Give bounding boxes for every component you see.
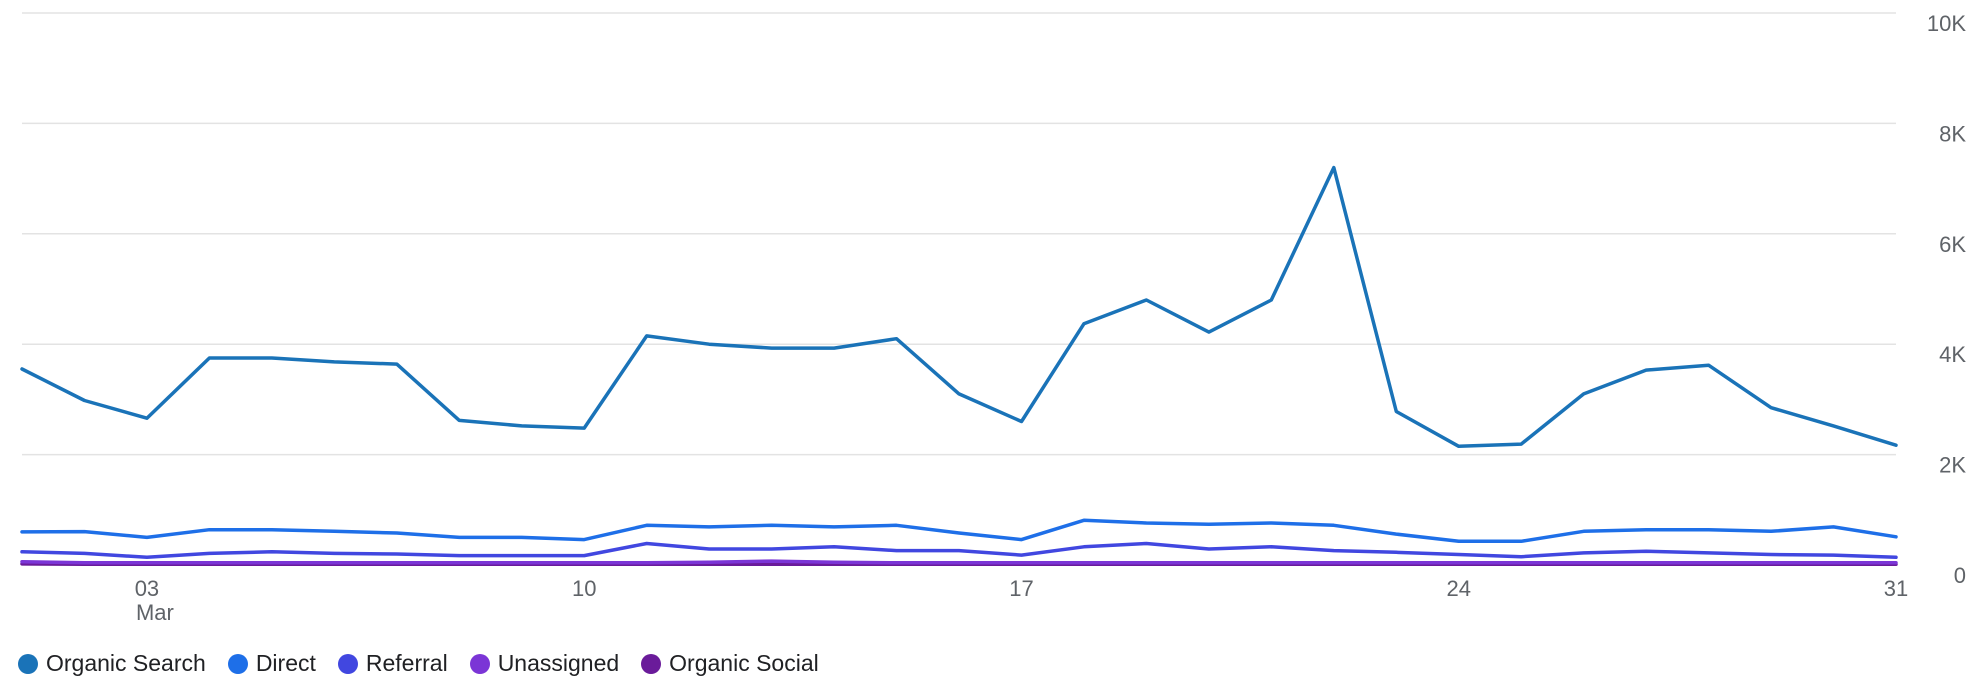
legend-dot-icon [469, 653, 490, 674]
y-tick-label: 4K [1939, 342, 1966, 367]
legend-item-referral[interactable]: Referral [337, 650, 448, 677]
x-tick-label: 31 [1884, 576, 1908, 601]
x-tick-label: 10 [572, 576, 596, 601]
legend-dot-icon [337, 653, 358, 674]
legend-dot-icon [18, 653, 38, 674]
series-line-direct [20, 518, 1898, 544]
legend-item-organic-search[interactable]: Organic Search [18, 650, 206, 677]
legend-item-organic-social[interactable]: Organic Social [641, 650, 819, 677]
chart-legend: Organic Search Direct Referral Unassigned Or… [18, 650, 819, 677]
legend-label: Direct [255, 650, 316, 676]
legend-label: Organic Social [669, 650, 819, 676]
legend-dot-icon [227, 653, 248, 674]
y-tick-label: 10K [1927, 11, 1966, 36]
legend-dot-icon [641, 653, 662, 674]
y-tick-label: 0 [1954, 563, 1966, 588]
y-tick-label: 6K [1939, 232, 1966, 257]
x-tick-label: 17 [1009, 576, 1033, 601]
series-line-unassigned [20, 559, 1898, 565]
legend-item-unassigned[interactable]: Unassigned [469, 650, 620, 677]
legend-label: Organic Search [46, 650, 206, 676]
x-tick-sublabel: Mar [136, 600, 174, 625]
legend-label: Referral [365, 650, 448, 676]
x-tick-label: 24 [1446, 576, 1470, 601]
x-tick-label: 03 [135, 576, 159, 601]
series-line-organic-search [20, 165, 1898, 449]
legend-item-direct[interactable]: Direct [227, 650, 316, 677]
y-tick-label: 2K [1939, 453, 1966, 478]
y-tick-label: 8K [1939, 121, 1966, 146]
legend-label: Unassigned [497, 650, 620, 676]
series-line-referral [20, 541, 1898, 560]
